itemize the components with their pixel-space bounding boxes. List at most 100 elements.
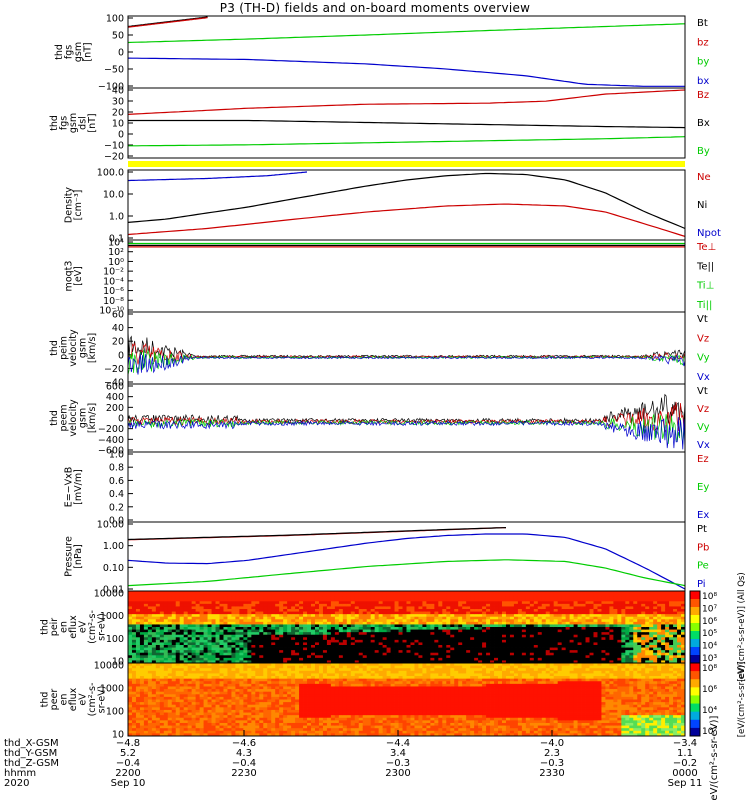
heatmap-cell — [330, 655, 336, 659]
heatmap-cell — [474, 634, 479, 638]
heatmap-cell — [167, 598, 173, 602]
heatmap-cell — [179, 639, 185, 643]
heatmap-cell — [223, 733, 228, 737]
heatmap-cell — [171, 627, 177, 630]
heatmap-cell — [605, 627, 610, 630]
heatmap-cell — [661, 660, 666, 664]
heatmap-cell — [143, 715, 149, 719]
heatmap-cell — [601, 655, 606, 659]
heatmap-cell — [263, 634, 268, 638]
heatmap-cell — [307, 606, 312, 610]
heatmap-cell — [681, 652, 686, 656]
heatmap-cell — [135, 722, 141, 726]
heatmap-cell — [279, 596, 284, 600]
heatmap-cell — [426, 621, 431, 625]
heatmap-cell — [235, 596, 240, 600]
heatmap-cell — [577, 632, 582, 636]
heatmap-cell — [207, 730, 212, 734]
heatmap-cell — [267, 598, 272, 602]
heatmap-cell — [458, 639, 463, 643]
heatmap-cell — [239, 689, 244, 693]
heatmap-cell — [498, 624, 503, 628]
heatmap-cell — [231, 621, 236, 625]
heatmap-cell — [131, 634, 137, 638]
heatmap-cell — [191, 676, 197, 680]
heatmap-cell — [362, 639, 368, 643]
heatmap-cell — [509, 616, 515, 620]
heatmap-cell — [131, 619, 137, 623]
heatmap-cell — [466, 627, 471, 630]
panel-frame — [127, 87, 686, 159]
heatmap-cell — [299, 639, 304, 643]
heatmap-cell — [561, 632, 567, 636]
heatmap-cell — [303, 601, 308, 605]
heatmap-cell — [454, 603, 459, 607]
heatmap-cell — [366, 627, 372, 630]
heatmap-cell — [601, 647, 606, 651]
heatmap-cell — [553, 619, 559, 623]
heatmap-cell — [537, 596, 543, 600]
heatmap-cell — [346, 606, 352, 610]
heatmap-cell — [326, 611, 332, 615]
heatmap-cell — [418, 596, 423, 600]
heatmap-cell — [434, 632, 439, 636]
heatmap-cell — [299, 624, 304, 628]
heatmap-cell — [251, 639, 256, 643]
heatmap-cell — [239, 655, 244, 659]
heatmap-cell — [374, 611, 380, 615]
heatmap-cell — [382, 619, 388, 623]
heatmap-cell — [577, 645, 582, 648]
heatmap-cell — [219, 689, 224, 693]
availability-bar — [128, 161, 685, 167]
heatmap-cell — [322, 634, 328, 638]
heatmap-cell — [239, 609, 244, 612]
heatmap-cell — [322, 660, 328, 664]
heatmap-cell — [402, 639, 407, 643]
heatmap-cell — [466, 614, 471, 618]
heatmap-cell — [151, 683, 157, 687]
heatmap-cell — [410, 603, 415, 607]
heatmap-cell — [139, 634, 145, 638]
heatmap-cell — [681, 619, 686, 623]
heatmap-cell — [183, 683, 189, 687]
heatmap-cell — [195, 660, 201, 664]
heatmap-cell — [513, 647, 519, 651]
heatmap-cell — [446, 593, 451, 597]
heatmap-cell — [295, 632, 300, 636]
heatmap-cell — [179, 621, 185, 625]
heatmap-cell — [159, 660, 165, 664]
heatmap-cell — [573, 606, 578, 610]
heatmap-cell — [159, 691, 165, 695]
heatmap-cell — [167, 704, 173, 708]
heatmap-cell — [131, 591, 137, 594]
heatmap-cell — [243, 670, 248, 674]
heatmap-cell — [207, 696, 212, 700]
heatmap-cell — [617, 657, 622, 661]
heatmap-cell — [362, 645, 368, 648]
heatmap-cell — [215, 614, 220, 618]
heatmap-cell — [187, 673, 193, 677]
heatmap-cell — [589, 637, 594, 641]
heatmap-cell — [573, 627, 578, 630]
heatmap-cell — [645, 624, 650, 628]
heatmap-cell — [446, 627, 451, 630]
heatmap-cell — [211, 678, 216, 682]
heatmap-cell — [187, 655, 193, 659]
heatmap-cell — [354, 601, 360, 605]
heatmap-cell — [295, 637, 300, 641]
heatmap-cell — [454, 606, 459, 610]
legend-peim: Vz — [697, 333, 709, 344]
heatmap-cell — [330, 642, 336, 646]
heatmap-cell — [155, 696, 161, 700]
heatmap-cell — [474, 632, 479, 636]
heatmap-cell — [458, 632, 463, 636]
heatmap-cell — [231, 696, 236, 700]
heatmap-cell — [259, 637, 264, 641]
heatmap-cell — [322, 591, 328, 594]
heatmap-cell — [609, 611, 614, 615]
heatmap-cell — [434, 642, 439, 646]
heatmap-cell — [219, 696, 224, 700]
heatmap-cell — [191, 637, 197, 641]
heatmap-cell — [653, 609, 658, 612]
heatmap-cell — [625, 603, 630, 607]
